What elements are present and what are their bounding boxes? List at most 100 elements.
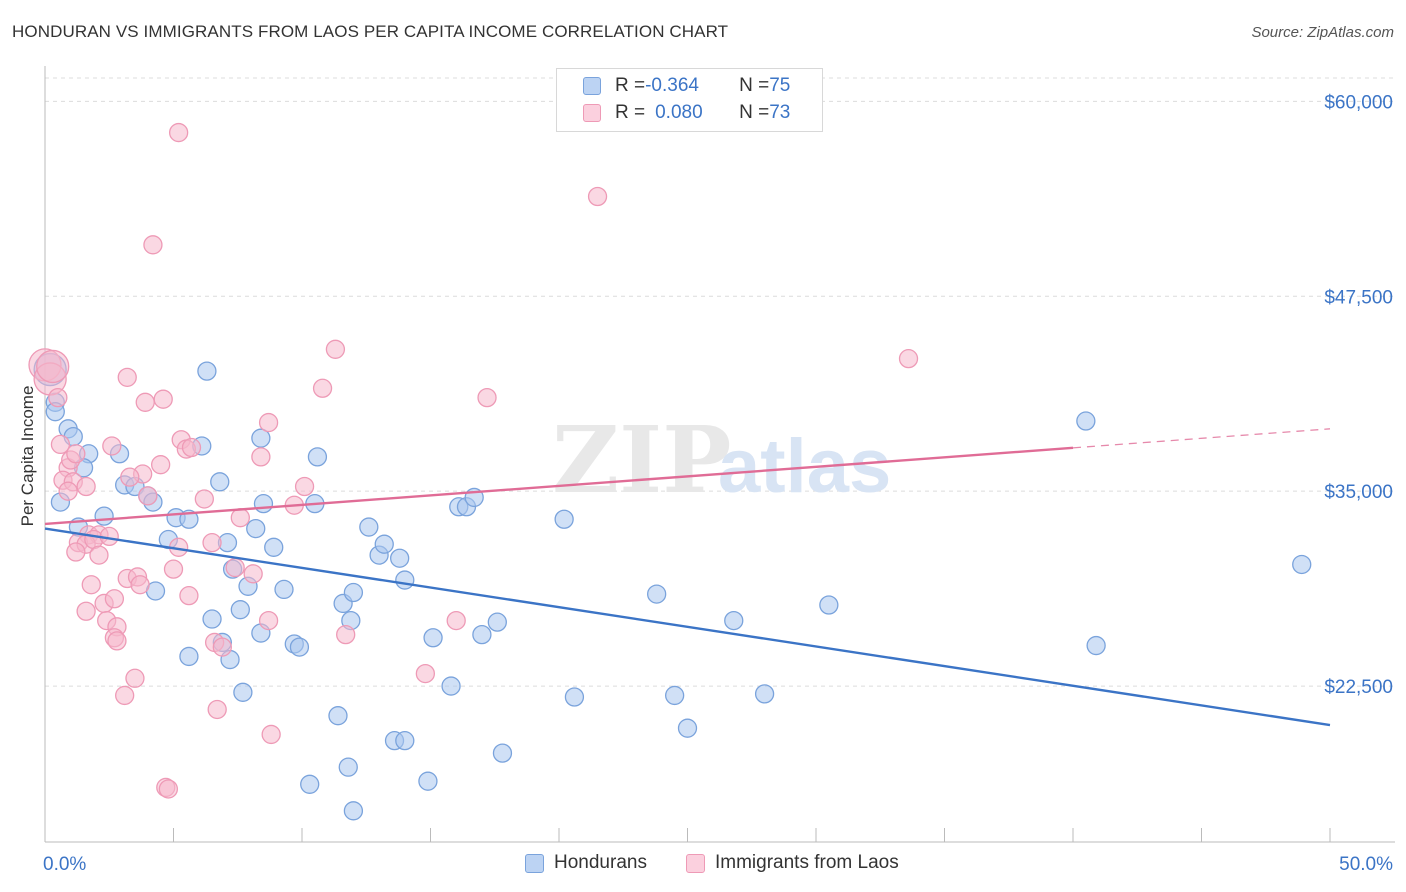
legend-r-label: R =	[615, 75, 646, 96]
point-hondurans	[251, 428, 271, 448]
point-hondurans	[418, 771, 438, 791]
point-hondurans	[441, 676, 461, 696]
point-hondurans	[1086, 635, 1106, 656]
point-laos	[58, 481, 78, 501]
legend-swatch-blue	[583, 77, 601, 95]
point-hondurans	[374, 534, 394, 554]
point-hondurans	[197, 361, 217, 381]
point-laos	[415, 663, 436, 684]
point-hondurans	[328, 706, 348, 726]
point-laos	[225, 557, 245, 578]
point-hondurans	[554, 509, 574, 529]
x-tick-label-max: 50.0%	[1339, 854, 1393, 875]
y-tick-label: $60,000	[1324, 92, 1393, 113]
point-hondurans	[647, 584, 667, 604]
point-hondurans	[307, 447, 328, 467]
x-tick-label-min: 0.0%	[43, 854, 86, 875]
point-laos	[168, 122, 189, 143]
point-hondurans	[274, 579, 294, 600]
legend-n-label: N =	[739, 75, 770, 96]
legend-r-value: 0.080	[655, 102, 703, 123]
chart-title: HONDURAN VS IMMIGRANTS FROM LAOS PER CAP…	[12, 22, 729, 41]
point-laos	[153, 389, 173, 409]
point-hondurans	[230, 600, 250, 620]
legend-row-laos: R = 0.080 N = 73	[583, 101, 790, 125]
point-hondurans	[179, 646, 199, 667]
legend-r-label: R =	[615, 102, 646, 123]
point-laos	[158, 779, 179, 799]
point-hondurans	[487, 612, 507, 632]
point-hondurans	[94, 506, 114, 526]
point-laos	[107, 631, 127, 651]
point-laos	[150, 455, 171, 475]
point-hondurans	[677, 718, 698, 738]
point-laos	[181, 437, 202, 458]
point-laos	[251, 447, 271, 467]
point-laos	[477, 387, 497, 408]
point-laos	[143, 235, 163, 255]
y-tick-label: $47,500	[1324, 287, 1393, 308]
point-laos	[48, 387, 68, 408]
point-hondurans	[395, 731, 415, 751]
point-laos	[50, 434, 71, 455]
point-hondurans	[472, 624, 492, 645]
legend-swatch-pink	[583, 104, 601, 122]
y-tick-label: $22,500	[1324, 677, 1393, 698]
point-laos	[243, 564, 263, 584]
point-hondurans	[264, 537, 284, 557]
point-laos	[102, 436, 122, 456]
series-legend-laos: Immigrants from Laos	[686, 852, 899, 874]
trend-line-laos	[44, 446, 1074, 526]
point-hondurans	[1076, 411, 1096, 431]
point-laos	[587, 186, 608, 207]
point-hondurans	[423, 628, 443, 648]
legend-row-hondurans: R = -0.364 N = 75	[583, 74, 790, 98]
point-hondurans	[395, 570, 415, 590]
series-swatch-blue	[525, 853, 544, 873]
point-laos	[138, 486, 158, 506]
point-laos	[207, 699, 227, 720]
point-laos	[202, 532, 222, 553]
source-label: Source: ZipAtlas.com	[1251, 24, 1394, 41]
point-laos	[66, 542, 86, 562]
legend-n-label: N =	[739, 102, 770, 123]
point-laos	[258, 412, 279, 433]
point-laos	[76, 476, 96, 497]
trend-line-laos-extension	[1072, 428, 1331, 449]
point-hondurans	[819, 595, 839, 615]
point-hondurans	[300, 774, 320, 794]
point-laos	[81, 575, 101, 595]
series-swatch-pink	[686, 853, 705, 873]
series-legend-hondurans: Hondurans	[525, 852, 647, 874]
point-laos	[194, 489, 214, 509]
point-laos	[115, 685, 135, 706]
point-hondurans	[210, 472, 230, 492]
point-hondurans	[343, 582, 364, 603]
y-axis-label: Per Capita Income	[18, 386, 37, 527]
point-hondurans	[343, 801, 364, 821]
point-hondurans	[665, 685, 685, 706]
point-hondurans	[359, 517, 379, 537]
stats-legend: R = -0.364 N = 75 R = 0.080 N = 73	[556, 68, 823, 132]
point-laos	[179, 585, 199, 606]
point-hondurans	[202, 609, 222, 629]
point-laos	[230, 508, 250, 528]
point-hondurans	[390, 548, 410, 568]
point-laos	[135, 392, 155, 412]
point-laos	[261, 724, 281, 745]
series-legend: Hondurans Immigrants from Laos	[0, 852, 1406, 876]
point-laos	[312, 378, 333, 398]
point-laos	[163, 559, 184, 579]
point-laos	[336, 624, 356, 645]
point-laos	[117, 367, 137, 388]
point-laos	[258, 610, 279, 631]
series-label-laos: Immigrants from Laos	[715, 852, 899, 873]
point-hondurans	[246, 518, 266, 539]
y-tick-label: $35,000	[1324, 482, 1393, 503]
point-laos	[446, 610, 466, 631]
point-hondurans	[253, 494, 274, 514]
point-hondurans	[233, 682, 253, 702]
trend-line-hondurans	[44, 527, 1331, 727]
point-laos	[898, 349, 919, 369]
point-hondurans	[492, 743, 513, 763]
